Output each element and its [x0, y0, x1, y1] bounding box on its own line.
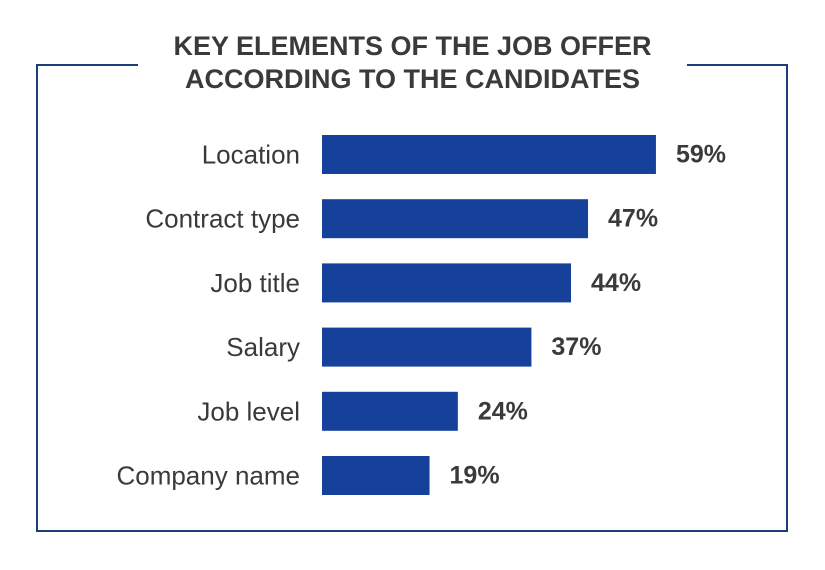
bar-job-level [322, 391, 458, 431]
bar-job-title [322, 263, 572, 303]
category-label-company-name: Company name [116, 461, 300, 491]
value-label-contract-type: 47% [608, 205, 658, 233]
category-label-contract-type: Contract type [145, 204, 300, 234]
bar-location [322, 135, 656, 174]
value-label-job-level: 24% [478, 397, 528, 425]
value-label-location: 59% [676, 141, 726, 169]
bar-company-name [322, 456, 430, 495]
bar-salary [322, 327, 532, 367]
category-label-salary: Salary [226, 332, 300, 362]
value-label-company-name: 19% [450, 462, 500, 490]
value-label-salary: 37% [551, 333, 601, 361]
category-label-location: Location [202, 140, 300, 170]
category-label-job-title: Job title [210, 268, 300, 298]
chart-title-line-1: KEY ELEMENTS OF THE JOB OFFER [173, 31, 652, 61]
bar-contract-type [322, 199, 589, 239]
chart-title: KEY ELEMENTS OF THE JOB OFFER ACCORDING … [138, 30, 687, 96]
category-label-job-level: Job level [197, 396, 300, 426]
value-label-job-title: 44% [591, 269, 641, 297]
chart-title-line-2: ACCORDING TO THE CANDIDATES [184, 64, 640, 94]
